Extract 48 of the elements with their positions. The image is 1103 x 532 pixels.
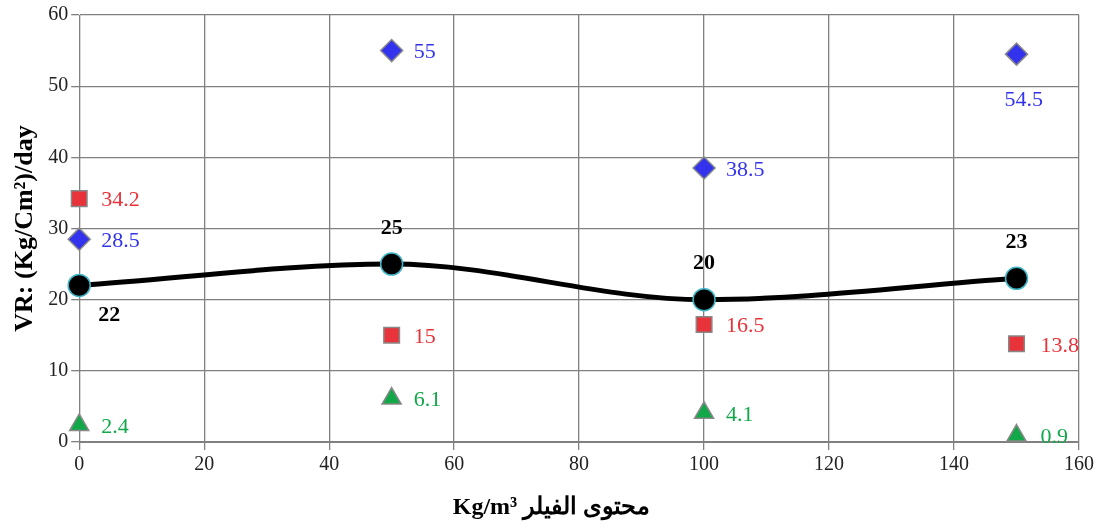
y-tick-label: 40	[48, 144, 69, 167]
data-label: 34.2	[101, 186, 140, 212]
data-label: 6.1	[413, 386, 442, 412]
point	[692, 156, 716, 180]
data-label: 13.8	[1040, 331, 1080, 357]
data-label: 15	[413, 323, 436, 349]
point	[68, 413, 90, 432]
point	[383, 326, 401, 344]
x-tick-label: 40	[319, 452, 340, 475]
x-tick-label: 60	[444, 452, 465, 475]
data-label: 23	[1005, 228, 1028, 253]
y-tick-label: 30	[48, 215, 69, 238]
x-axis-title: محتوى الفيلر Kg/m³	[451, 492, 652, 520]
point	[379, 38, 404, 63]
data-label: 0.9	[1040, 423, 1069, 449]
point	[67, 227, 91, 251]
data-label: 20	[693, 249, 716, 275]
y-tick-label: 20	[48, 286, 69, 309]
point	[692, 287, 716, 312]
data-label: 28.5	[101, 226, 140, 252]
data-label: 2.4	[101, 412, 129, 438]
y-tick-label: 0	[58, 429, 69, 452]
point	[1004, 42, 1029, 66]
data-label: 54.5	[1004, 85, 1044, 111]
x-tick-label: 0	[74, 452, 85, 475]
data-label: 25	[380, 213, 403, 239]
x-tick-label: 160	[1064, 452, 1094, 475]
point	[67, 273, 91, 298]
point	[1004, 266, 1029, 291]
point	[693, 401, 715, 420]
point	[70, 190, 88, 208]
data-label: 16.5	[726, 312, 765, 338]
y-tick-label: 10	[48, 358, 69, 381]
point	[1007, 335, 1026, 353]
data-label: 38.5	[726, 155, 765, 181]
point	[695, 316, 713, 334]
data-label: 4.1	[726, 400, 754, 426]
x-tick-label: 20	[194, 452, 215, 475]
point	[379, 252, 404, 276]
x-tick-label: 100	[689, 452, 720, 475]
y-axis-title: VR: (Kg/Cm²)/day	[9, 125, 39, 332]
y-tick-label: 60	[48, 2, 69, 25]
data-label: 55	[413, 38, 436, 64]
x-tick-label: 80	[569, 452, 590, 475]
data-label: 22	[98, 301, 121, 327]
x-tick-label: 140	[939, 452, 970, 475]
y-tick-label: 50	[48, 73, 69, 96]
x-tick-label: 120	[814, 452, 845, 475]
